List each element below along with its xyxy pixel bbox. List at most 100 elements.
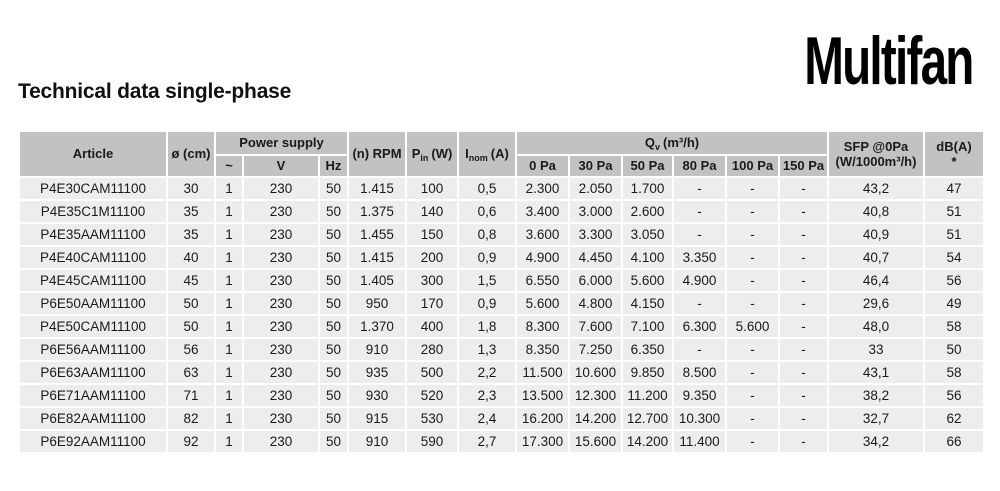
diameter-cell: 56 [168,339,214,360]
power-in-cell: 150 [407,224,457,245]
sfp-cell: 48,0 [829,316,923,337]
rpm-cell: 1.415 [349,247,405,268]
current-cell: 1,8 [459,316,515,337]
power-in-cell: 280 [407,339,457,360]
airflow-unit: (m³/h) [663,135,700,150]
qv-50pa-cell: 2.600 [623,201,672,222]
qv-0pa-cell: 8.350 [517,339,568,360]
sfp-cell: 33 [829,339,923,360]
col-header-150pa: 150 Pa [780,156,827,176]
col-header-frequency: Hz [320,156,347,176]
table-row: P4E30CAM11100 30 1 230 50 1.415 100 0,5 … [20,178,983,199]
sfp-cell: 38,2 [829,385,923,406]
article-cell: P4E35C1M11100 [20,201,166,222]
diameter-cell: 35 [168,224,214,245]
qv-100pa-cell: - [727,201,778,222]
col-header-dba: dB(A) * [925,132,983,176]
current-unit: (A) [490,146,509,161]
power-in-cell: 530 [407,408,457,429]
col-header-voltage: V [244,156,318,176]
voltage-cell: 230 [244,201,318,222]
article-cell: P6E71AAM11100 [20,385,166,406]
qv-150pa-cell: - [780,224,827,245]
qv-30pa-cell: 3.300 [570,224,621,245]
dba-cell: 66 [925,431,983,452]
qv-80pa-cell: 10.300 [674,408,725,429]
qv-80pa-cell: 3.350 [674,247,725,268]
dba-cell: 51 [925,201,983,222]
sfp-cell: 29,6 [829,293,923,314]
current-cell: 0,6 [459,201,515,222]
rpm-cell: 1.370 [349,316,405,337]
sfp-cell: 40,9 [829,224,923,245]
power-in-cell: 200 [407,247,457,268]
qv-50pa-cell: 4.100 [623,247,672,268]
qv-30pa-cell: 7.250 [570,339,621,360]
rpm-cell: 1.415 [349,178,405,199]
qv-80pa-cell: 4.900 [674,270,725,291]
voltage-cell: 230 [244,385,318,406]
article-cell: P4E50CAM11100 [20,316,166,337]
voltage-cell: 230 [244,339,318,360]
diameter-cell: 50 [168,316,214,337]
qv-30pa-cell: 4.450 [570,247,621,268]
col-header-rpm: (n) RPM [349,132,405,176]
table-row: P6E92AAM11100 92 1 230 50 910 590 2,7 17… [20,431,983,452]
frequency-cell: 50 [320,339,347,360]
frequency-cell: 50 [320,201,347,222]
col-header-50pa: 50 Pa [623,156,672,176]
qv-100pa-cell: - [727,339,778,360]
diameter-cell: 50 [168,293,214,314]
voltage-cell: 230 [244,431,318,452]
phase-cell: 1 [216,293,242,314]
qv-150pa-cell: - [780,362,827,383]
article-cell: P4E40CAM11100 [20,247,166,268]
header-row-2: ~ V Hz 0 Pa 30 Pa 50 Pa 80 Pa 100 Pa 150… [20,156,983,176]
qv-30pa-cell: 10.600 [570,362,621,383]
col-header-0pa: 0 Pa [517,156,568,176]
qv-80pa-cell: 11.400 [674,431,725,452]
table-row: P6E82AAM11100 82 1 230 50 915 530 2,4 16… [20,408,983,429]
qv-150pa-cell: - [780,201,827,222]
sfp-cell: 43,1 [829,362,923,383]
qv-0pa-cell: 11.500 [517,362,568,383]
page-title: Technical data single-phase [18,80,292,103]
dba-cell: 54 [925,247,983,268]
article-cell: P6E63AAM11100 [20,362,166,383]
article-cell: P4E45CAM11100 [20,270,166,291]
dba-cell: 47 [925,178,983,199]
sfp-label-line1: SFP @0Pa [843,139,909,154]
technical-data-table: Article ø (cm) Power supply (n) RPM Pin(… [18,130,985,454]
current-cell: 2,2 [459,362,515,383]
rpm-cell: 950 [349,293,405,314]
voltage-cell: 230 [244,178,318,199]
dba-footnote-marker: * [951,154,957,169]
diameter-cell: 30 [168,178,214,199]
frequency-cell: 50 [320,224,347,245]
phase-cell: 1 [216,408,242,429]
qv-50pa-cell: 6.350 [623,339,672,360]
rpm-cell: 915 [349,408,405,429]
qv-50pa-cell: 12.700 [623,408,672,429]
dba-cell: 49 [925,293,983,314]
power-in-cell: 500 [407,362,457,383]
diameter-cell: 45 [168,270,214,291]
diameter-cell: 92 [168,431,214,452]
qv-100pa-cell: - [727,270,778,291]
diameter-cell: 63 [168,362,214,383]
sfp-cell: 43,2 [829,178,923,199]
voltage-cell: 230 [244,247,318,268]
qv-150pa-cell: - [780,339,827,360]
qv-50pa-cell: 14.200 [623,431,672,452]
qv-30pa-cell: 15.600 [570,431,621,452]
dba-cell: 58 [925,362,983,383]
qv-80pa-cell: 9.350 [674,385,725,406]
diameter-cell: 71 [168,385,214,406]
qv-0pa-cell: 17.300 [517,431,568,452]
frequency-cell: 50 [320,247,347,268]
airflow-symbol: Q [644,135,655,150]
qv-0pa-cell: 3.600 [517,224,568,245]
diameter-cell: 35 [168,201,214,222]
header-row-1: Article ø (cm) Power supply (n) RPM Pin(… [20,132,983,176]
dba-cell: 56 [925,270,983,291]
